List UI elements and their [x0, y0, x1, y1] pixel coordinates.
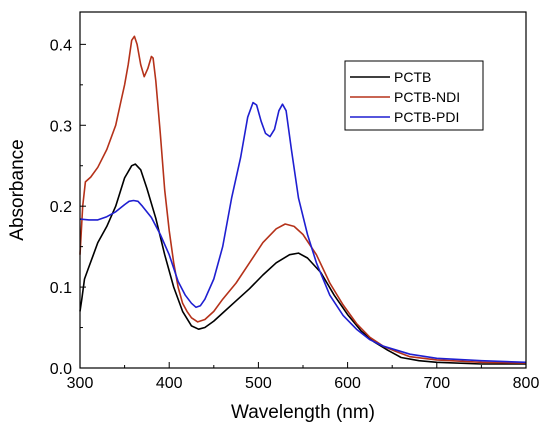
y-tick-label: 0.0	[50, 361, 72, 378]
legend-box	[344, 60, 484, 131]
legend-label-1: PCTB-NDI	[394, 89, 460, 105]
series-line-1	[79, 35, 527, 364]
series-lines	[79, 35, 527, 365]
legend-label-2: PCTB-PDI	[394, 109, 459, 125]
x-tick-label: 400	[156, 375, 183, 392]
y-axis-title: Absorbance	[7, 139, 28, 240]
y-tick-label: 0.1	[50, 280, 72, 297]
x-tick-label: 300	[67, 375, 94, 392]
x-axis-title: Wavelength (nm)	[231, 402, 375, 423]
legend: PCTB PCTB-NDI PCTB-PDI	[344, 60, 484, 131]
x-tick-label: 500	[245, 375, 272, 392]
x-tick-label: 700	[423, 375, 450, 392]
x-tick-label: 600	[334, 375, 361, 392]
y-tick-label: 0.3	[50, 118, 72, 135]
y-tick-label: 0.2	[50, 199, 72, 216]
y-tick-label: 0.4	[50, 37, 72, 54]
legend-label-0: PCTB	[394, 69, 431, 85]
series-line-2	[79, 101, 527, 364]
x-tick-label: 800	[513, 375, 540, 392]
y-axis-ticks: 0.0 0.1 0.2 0.3 0.4	[50, 37, 86, 378]
x-axis-ticks: 300 400 500 600 700 800	[67, 362, 540, 392]
